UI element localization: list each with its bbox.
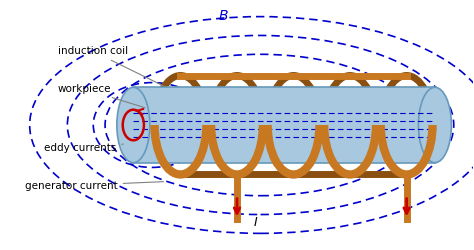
FancyBboxPatch shape <box>133 87 435 163</box>
Text: $B$: $B$ <box>218 10 229 24</box>
Text: generator current: generator current <box>25 180 164 190</box>
Ellipse shape <box>117 87 150 163</box>
Ellipse shape <box>419 87 451 163</box>
Text: $I$: $I$ <box>254 216 259 229</box>
Text: eddy currents: eddy currents <box>44 143 124 153</box>
Text: induction coil: induction coil <box>58 46 164 86</box>
Text: workpiece: workpiece <box>58 84 145 108</box>
